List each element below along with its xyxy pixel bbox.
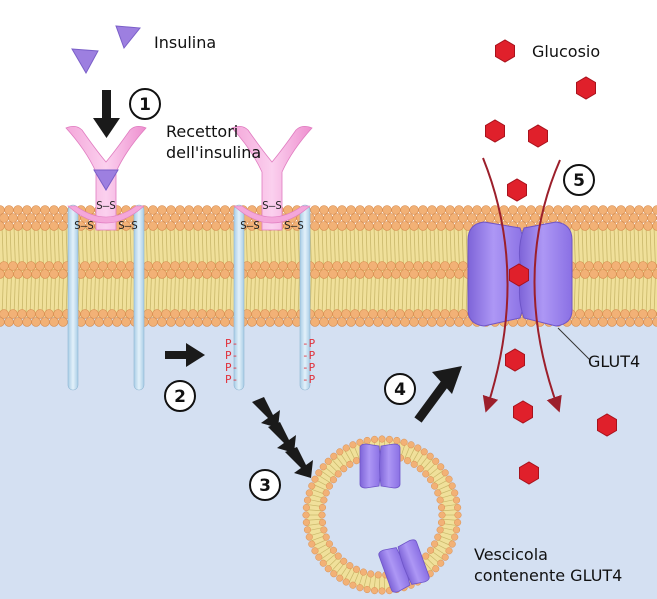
phosphate-left: P- xyxy=(225,337,238,350)
phosphate-right: -P xyxy=(302,361,316,374)
insulin-receptors: S–SS–S S–SS–SS–S S–SP-P-P-P--P-P-P-P xyxy=(65,126,316,391)
flux-arrow-right xyxy=(533,159,562,413)
arrow-step-1 xyxy=(93,90,120,138)
vesicle-glut4-top xyxy=(359,443,401,489)
insulin-molecules xyxy=(71,25,141,75)
arrow-step-2 xyxy=(165,343,205,367)
insulin-label: Insulina xyxy=(154,33,216,52)
vesicle-glut4-bottom xyxy=(378,539,430,593)
glucose-molecule xyxy=(485,119,505,143)
glucose-molecule xyxy=(495,39,515,63)
svg-text:1: 1 xyxy=(139,95,151,115)
glucose-molecule xyxy=(507,178,527,202)
flux-arrow-left xyxy=(482,157,509,413)
svg-text:4: 4 xyxy=(394,380,406,400)
receptors-label-line2: dell'insulina xyxy=(166,143,261,162)
vesicle-label-line1: Vescicola xyxy=(474,545,548,564)
phosphate-right: -P xyxy=(302,373,316,386)
glut4-vesicle xyxy=(302,435,462,595)
phosphate-right: -P xyxy=(302,337,316,350)
glut4-pointer-line xyxy=(557,327,591,361)
glucose-molecule xyxy=(513,400,533,424)
disulfide-left: S–S xyxy=(74,219,94,232)
glucose-flux-arrows xyxy=(482,157,562,413)
glut4-label: GLUT4 xyxy=(588,352,640,371)
disulfide-right: S–S xyxy=(118,219,138,232)
arrow-step-3 xyxy=(252,397,313,478)
svg-text:2: 2 xyxy=(174,387,186,407)
glucose-label: Glucosio xyxy=(532,42,600,61)
insulin-molecule-1 xyxy=(115,25,141,50)
step-markers: 1 2 3 4 5 xyxy=(129,88,595,501)
step-5-marker: 5 xyxy=(563,164,595,196)
disulfide-left: S–S xyxy=(240,219,260,232)
receptors-label-line1: Recettori xyxy=(166,122,238,141)
glucose-molecules xyxy=(485,39,617,485)
phosphate-left: P- xyxy=(225,373,238,386)
svg-text:3: 3 xyxy=(259,476,271,496)
glucose-molecule xyxy=(528,124,548,148)
vesicle-label-line2: contenente GLUT4 xyxy=(474,566,622,585)
svg-text:5: 5 xyxy=(573,171,585,191)
disulfide-top: S–S xyxy=(262,199,282,212)
glucose-molecule xyxy=(505,348,525,372)
step-2-marker: 2 xyxy=(164,380,196,412)
step-3-marker: 3 xyxy=(249,469,281,501)
disulfide-right: S–S xyxy=(284,219,304,232)
glut4-transporter xyxy=(467,221,573,327)
glucose-molecule xyxy=(519,461,539,485)
glucose-molecule xyxy=(597,413,617,437)
arrow-step-4 xyxy=(414,366,462,423)
phosphate-right: -P xyxy=(302,349,316,362)
phosphate-left: P- xyxy=(225,349,238,362)
glucose-molecule xyxy=(509,263,529,287)
glucose-molecule xyxy=(576,76,596,100)
insulin-molecule-2 xyxy=(71,48,99,75)
step-1-marker: 1 xyxy=(129,88,161,120)
step-4-marker: 4 xyxy=(384,373,416,405)
disulfide-top: S–S xyxy=(96,199,116,212)
phosphate-left: P- xyxy=(225,361,238,374)
